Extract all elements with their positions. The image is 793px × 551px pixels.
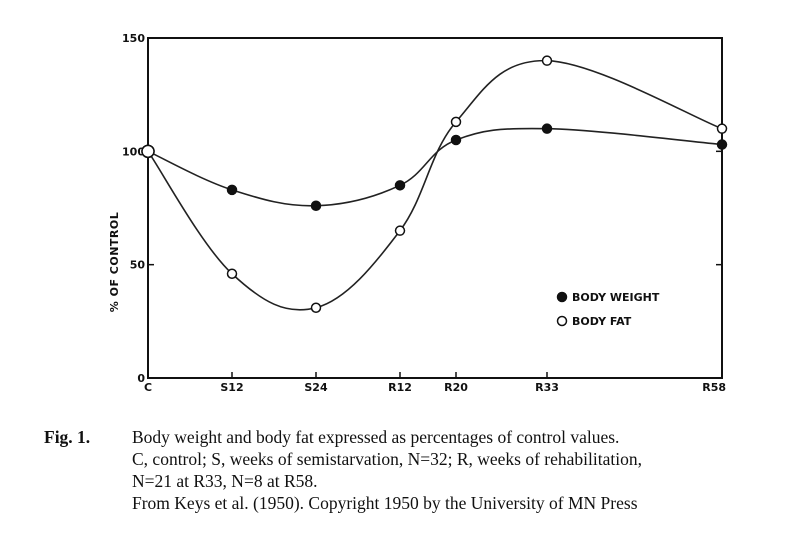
x-tick-label: C — [144, 381, 152, 394]
legend-marker-body-fat — [556, 315, 568, 327]
y-axis-label: % OF CONTROL — [108, 212, 121, 313]
y-tick-label: 100 — [122, 145, 145, 158]
x-tick-label: R12 — [388, 381, 412, 394]
caption-line: From Keys et al. (1950). Copyright 1950 … — [132, 493, 638, 513]
axes — [147, 37, 723, 379]
data-point-body-fat — [716, 123, 728, 134]
data-point-body-weight — [310, 200, 322, 211]
data-point-body-fat — [394, 225, 406, 236]
data-point-body-weight — [226, 184, 238, 196]
x-tick-label: S12 — [220, 381, 243, 394]
legend-label-body-fat: BODY FAT — [572, 315, 632, 328]
data-point-body-weight — [716, 139, 728, 150]
y-tick-label: 50 — [130, 259, 146, 272]
figure-label: Fig. 1. — [44, 427, 91, 447]
data-point-body-fat — [450, 116, 462, 128]
data-point-body-weight — [394, 180, 406, 191]
caption-line: N=21 at R33, N=8 at R58. — [132, 471, 318, 491]
y-ticks: 0 50 100 150 — [122, 32, 722, 385]
legend-marker-body-weight — [556, 291, 568, 303]
y-tick-label: 150 — [122, 32, 145, 45]
data-points — [141, 55, 728, 313]
caption-line: C, control; S, weeks of semistarvation, … — [132, 449, 642, 469]
data-point-body-fat — [141, 144, 155, 159]
data-point-body-fat — [226, 268, 238, 279]
legend-label-body-weight: BODY WEIGHT — [572, 291, 660, 304]
data-point-body-weight — [541, 123, 553, 134]
data-point-body-fat — [310, 302, 322, 313]
x-tick-label: R58 — [702, 381, 726, 394]
data-point-body-weight — [450, 134, 462, 146]
y-tick-label: 0 — [137, 372, 145, 385]
caption-text: Body weight and body fat expressed as pe… — [132, 426, 782, 514]
x-tick-label: R20 — [444, 381, 468, 394]
data-point-body-fat — [541, 55, 553, 66]
caption-line: Body weight and body fat expressed as pe… — [132, 427, 620, 447]
x-tick-label: S24 — [304, 381, 328, 394]
legend: BODY WEIGHT BODY FAT — [556, 291, 660, 328]
chart: 0 50 100 150 C S12 S24 R12 R20 R33 R58 % OF CONTR… — [108, 32, 728, 394]
x-ticks: C S12 S24 R12 R20 R33 R58 — [144, 372, 726, 394]
x-tick-label: R33 — [535, 381, 559, 394]
plot-frame — [147, 37, 723, 379]
